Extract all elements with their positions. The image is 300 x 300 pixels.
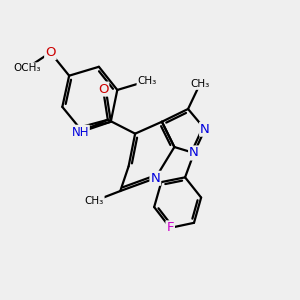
Text: CH₃: CH₃	[137, 76, 157, 86]
Text: O: O	[98, 82, 108, 96]
Text: OCH₃: OCH₃	[13, 63, 40, 73]
Text: N: N	[200, 123, 210, 136]
Text: N: N	[189, 146, 199, 160]
Text: NH: NH	[71, 126, 89, 139]
Text: CH₃: CH₃	[190, 79, 210, 89]
Text: O: O	[45, 46, 56, 59]
Text: N: N	[151, 172, 160, 185]
Text: CH₃: CH₃	[85, 196, 104, 206]
Text: F: F	[167, 221, 174, 234]
